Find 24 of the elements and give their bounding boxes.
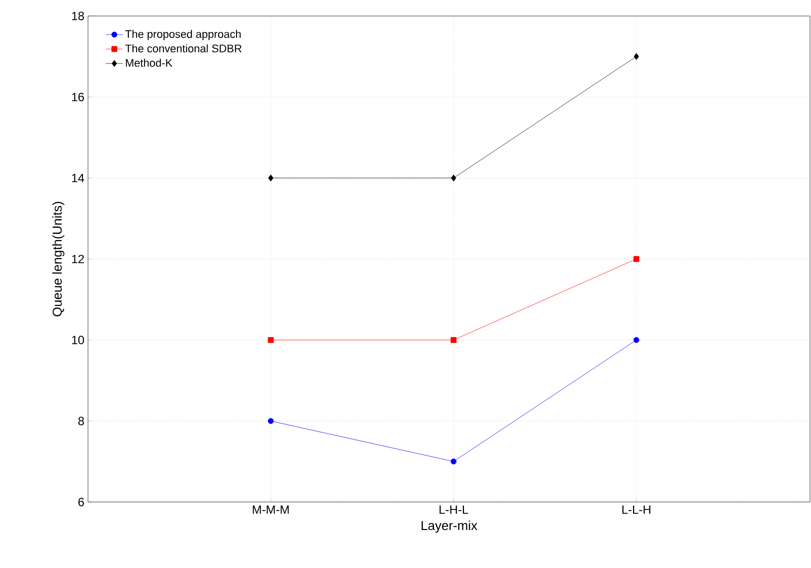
x-axis-title: Layer-mix bbox=[422, 520, 478, 533]
point bbox=[634, 53, 639, 60]
y-axis-title: Queue length(Units) bbox=[52, 202, 64, 316]
y-tick-label: 18 bbox=[72, 12, 84, 20]
y-tick-label: 8 bbox=[78, 416, 84, 426]
legend-label: Method-K bbox=[126, 58, 172, 67]
y-tick-label: 16 bbox=[72, 92, 84, 102]
y-tick-label: 10 bbox=[72, 336, 84, 344]
y-tick-label: 14 bbox=[72, 174, 84, 182]
point bbox=[450, 337, 456, 343]
x-tick-label: L-L-H bbox=[622, 506, 650, 514]
legend-label: The proposed approach bbox=[125, 30, 241, 40]
y-tick-label: 12 bbox=[72, 254, 84, 264]
point bbox=[268, 418, 274, 424]
point bbox=[633, 337, 640, 343]
point bbox=[450, 458, 456, 464]
legend-label: The conventional SDBR bbox=[125, 44, 242, 52]
y-tick-label: 6 bbox=[78, 498, 84, 506]
point bbox=[633, 256, 640, 262]
point bbox=[268, 337, 274, 343]
point bbox=[268, 174, 274, 182]
x-tick-label: M-M-M bbox=[252, 506, 289, 514]
point bbox=[450, 174, 456, 182]
x-tick-label: L-H-L bbox=[440, 506, 468, 514]
